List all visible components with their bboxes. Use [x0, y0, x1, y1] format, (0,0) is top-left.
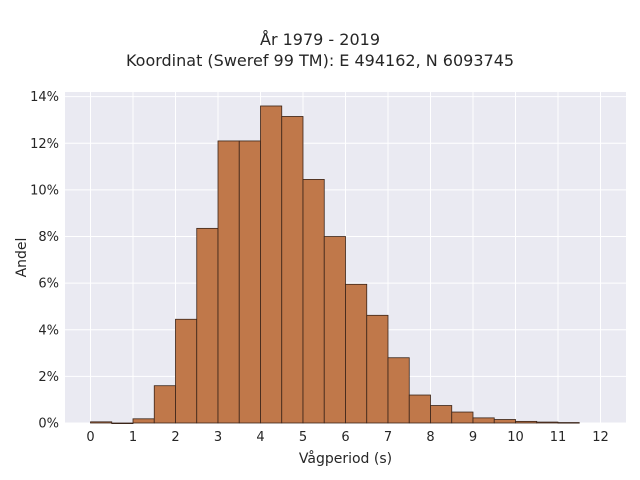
x-tick-label: 8 — [426, 430, 434, 445]
chart-title-line-1: År 1979 - 2019 — [260, 30, 380, 49]
x-tick-label: 10 — [507, 430, 524, 445]
x-tick-label: 2 — [171, 430, 179, 445]
x-axis-label: Vågperiod (s) — [299, 450, 392, 467]
histogram-bar — [515, 420, 538, 424]
y-tick-label: 2% — [38, 370, 59, 385]
x-tick-label: 7 — [384, 430, 392, 445]
histogram-bar — [408, 394, 431, 424]
histogram-bar — [536, 421, 559, 424]
histogram-bar — [430, 405, 453, 424]
x-tick-label: 3 — [214, 430, 222, 445]
histogram-bar — [557, 422, 580, 424]
histogram-bar — [238, 140, 261, 424]
y-tick-label: 8% — [38, 230, 59, 245]
x-tick-label: 5 — [299, 430, 307, 445]
histogram-bar — [302, 179, 325, 424]
y-tick-label: 14% — [30, 90, 59, 105]
histogram-bar — [472, 417, 495, 424]
histogram-bar — [132, 418, 155, 424]
y-tick-label: 10% — [30, 183, 59, 198]
y-tick-labels: 0% 2% 4% 6% 8% 10% 12% 14% — [30, 90, 59, 431]
histogram-bar — [493, 419, 516, 424]
histogram-bar — [345, 283, 368, 424]
histogram-bar — [451, 411, 474, 424]
histogram-bar — [217, 140, 240, 424]
histogram-bar — [196, 227, 219, 424]
histogram-bar — [111, 422, 134, 425]
y-tick-label: 6% — [38, 277, 59, 292]
histogram-bar — [90, 421, 113, 424]
histogram-bar — [387, 357, 410, 424]
x-tick-label: 11 — [550, 430, 567, 445]
histogram-bar — [153, 385, 176, 424]
x-tick-label: 0 — [86, 430, 94, 445]
histogram-bar — [323, 236, 346, 424]
y-tick-label: 4% — [38, 323, 59, 338]
histogram-bars — [90, 105, 580, 425]
x-tick-label: 1 — [129, 430, 137, 445]
x-tick-label: 12 — [592, 430, 609, 445]
x-tick-labels: 0 1 2 3 4 5 6 7 8 9 10 11 12 — [86, 430, 608, 445]
x-tick-label: 6 — [341, 430, 349, 445]
x-tick-label: 4 — [256, 430, 264, 445]
histogram-bar — [366, 314, 389, 424]
x-tick-label: 9 — [469, 430, 477, 445]
histogram-bar — [260, 105, 283, 424]
y-axis-label: Andel — [14, 238, 30, 278]
y-tick-label: 0% — [38, 417, 59, 432]
y-tick-label: 12% — [30, 137, 59, 152]
chart-title-line-2: Koordinat (Sweref 99 TM): E 494162, N 60… — [125, 51, 515, 70]
histogram-bar — [281, 116, 304, 424]
histogram-bar — [175, 318, 198, 424]
